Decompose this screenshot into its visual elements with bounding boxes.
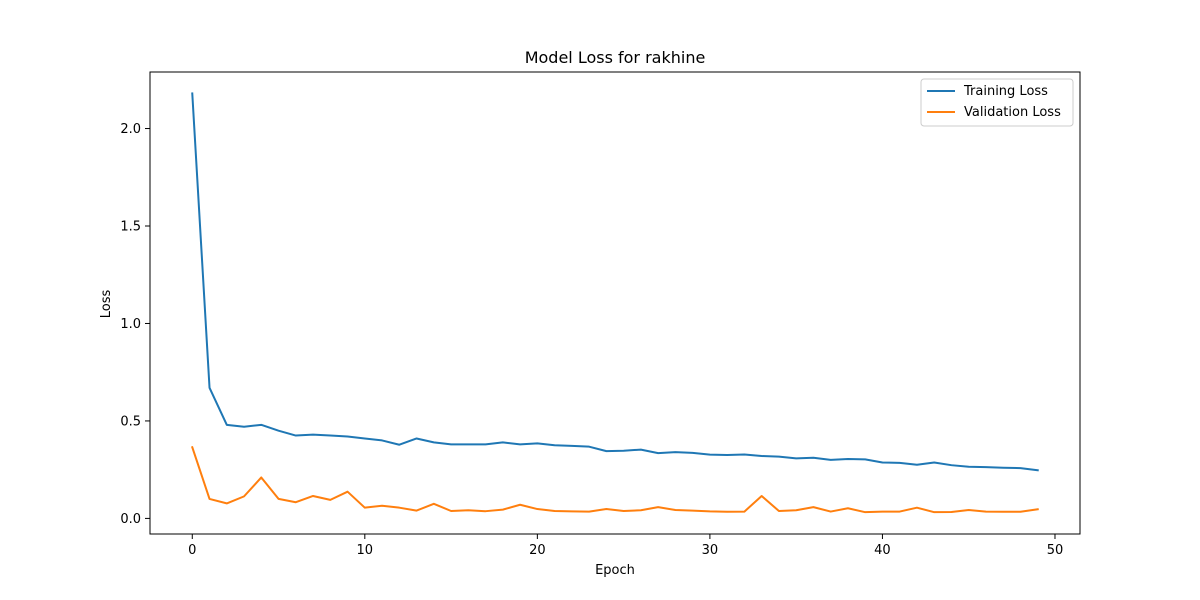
x-tick-label: 40 [874,543,891,558]
x-tick-label: 50 [1047,543,1064,558]
x-tick-label: 10 [357,543,374,558]
series-layer [191,92,1039,514]
y-tick-label: 0.5 [120,414,141,429]
x-tick-label: 20 [529,543,546,558]
y-tick-label: 0.0 [120,512,141,527]
x-tick-label: 0 [188,543,196,558]
plot-frame [149,71,1081,535]
legend-box [920,78,1074,127]
chart-title: Model Loss for rakhine [525,48,706,67]
y-tick-label: 1.0 [120,317,141,332]
y-axis-ticks: 0.0 0.5 1.0 1.5 2.0 [120,122,150,527]
x-tick-label: 30 [702,543,719,558]
x-axis-label: Epoch [595,563,635,578]
training-loss-line [191,92,1039,472]
y-axis-label: Loss [99,290,114,319]
legend-label-validation: Validation Loss [964,105,1061,120]
legend-label-training: Training Loss [963,84,1048,99]
legend: Training Loss Validation Loss [920,78,1074,127]
y-tick-label: 2.0 [120,122,141,137]
validation-loss-line [191,445,1039,514]
y-tick-label: 1.5 [120,220,141,235]
x-axis-ticks: 0 10 20 30 40 50 [188,534,1063,558]
